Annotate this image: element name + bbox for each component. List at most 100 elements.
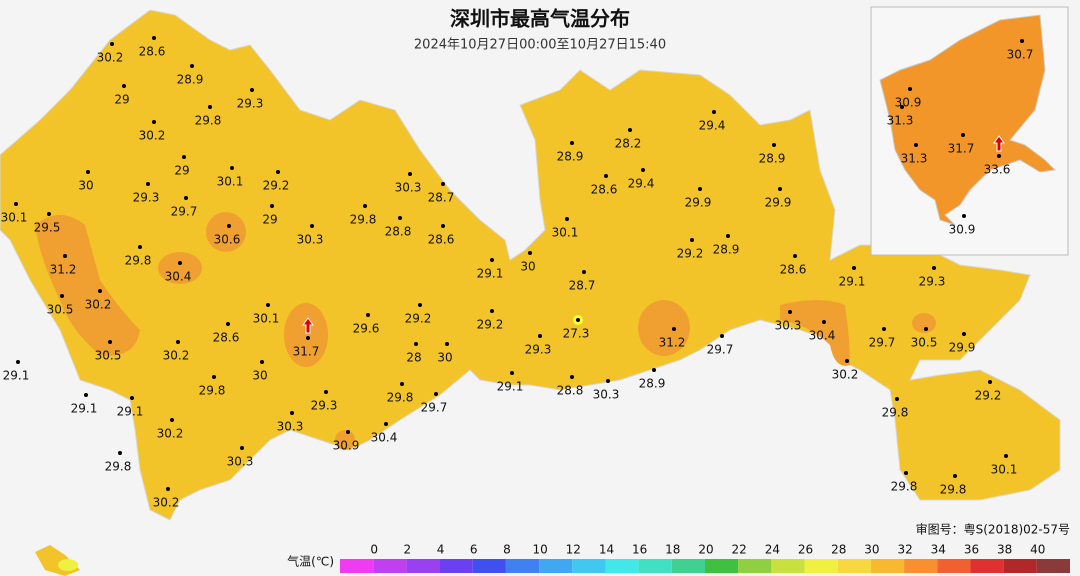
station-dot	[240, 446, 244, 450]
legend-swatch	[638, 559, 672, 573]
station-value: 30	[520, 260, 535, 274]
legend-tick: 4	[437, 543, 445, 557]
station-dot	[712, 110, 716, 114]
station-value: 29.2	[477, 318, 504, 332]
station-value: 29.1	[839, 275, 866, 289]
station-dot	[1004, 454, 1008, 458]
station-value: 28.9	[557, 150, 584, 164]
station-value: 29.9	[765, 196, 792, 210]
station-dot	[178, 261, 182, 265]
legend-swatch	[406, 559, 440, 573]
station-dot	[63, 254, 67, 258]
station-dot	[398, 216, 402, 220]
station-value: 30.5	[47, 303, 74, 317]
station-value: 29.8	[940, 483, 967, 497]
station-value: 28.7	[428, 191, 455, 205]
station-value: 30.3	[227, 455, 254, 469]
station-value: 29.3	[919, 275, 946, 289]
station-value: 29.8	[195, 114, 222, 128]
station-value: 30.1	[253, 312, 280, 326]
station-value: 29.8	[125, 254, 152, 268]
station-dot	[924, 327, 928, 331]
station-value: 30.1	[1, 211, 28, 225]
legend-swatch	[937, 559, 971, 573]
station-dot	[230, 166, 234, 170]
station-value: 29.7	[869, 336, 896, 350]
legend-swatch	[505, 559, 540, 573]
legend-swatch	[605, 559, 639, 573]
station-dot	[698, 187, 702, 191]
station-dot	[822, 320, 826, 324]
station-value: 29.7	[171, 205, 198, 219]
station-dot	[108, 340, 112, 344]
station-dot	[184, 196, 188, 200]
legend-tick: 30	[864, 543, 879, 557]
station-value: 31.3	[901, 152, 928, 166]
station-value: 30.4	[371, 431, 398, 445]
station-dot	[582, 270, 586, 274]
station-value: 30.6	[214, 233, 241, 247]
station-value: 30.2	[832, 368, 859, 382]
station-dot	[270, 204, 274, 208]
station-dot	[932, 266, 936, 270]
station-dot	[672, 327, 676, 331]
station-dot	[882, 327, 886, 331]
station-value: 29.7	[421, 401, 448, 415]
station-dot	[110, 42, 114, 46]
station-dot	[772, 143, 776, 147]
station-value: 28.6	[428, 233, 455, 247]
station-value: 30.9	[895, 96, 922, 110]
station-value: 29.8	[387, 391, 414, 405]
station-value: 28.9	[713, 243, 740, 257]
station-dot	[138, 245, 142, 249]
station-dot	[226, 322, 230, 326]
station-dot	[441, 224, 445, 228]
legend-tick: 28	[831, 543, 846, 557]
station-value: 30	[78, 179, 93, 193]
station-dot	[384, 422, 388, 426]
station-value: 30.2	[157, 427, 184, 441]
station-dot	[528, 251, 532, 255]
legend-swatch	[671, 559, 705, 573]
station-value: 31.2	[659, 336, 686, 350]
station-dot	[86, 170, 90, 174]
station-value: 30.2	[85, 298, 112, 312]
station-value: 29.1	[497, 380, 524, 394]
station-value: 29	[174, 164, 189, 178]
station-value: 29.6	[353, 322, 380, 336]
station-dot	[400, 382, 404, 386]
station-value: 30.2	[139, 129, 166, 143]
station-value: 29.8	[105, 460, 132, 474]
station-dot	[418, 303, 422, 307]
station-dot	[212, 375, 216, 379]
islet-cool	[58, 559, 78, 571]
station-dot-center	[576, 318, 580, 322]
station-value: 28.6	[780, 263, 807, 277]
station-value: 31.7	[948, 142, 975, 156]
station-value: 30.1	[552, 226, 579, 240]
station-value: 30.3	[775, 319, 802, 333]
station-value: 30.3	[395, 181, 422, 195]
station-value: 28.9	[639, 377, 666, 391]
station-value: 29.1	[477, 267, 504, 281]
legend-swatch	[373, 559, 407, 573]
station-dot	[60, 294, 64, 298]
legend-swatch	[837, 559, 871, 573]
legend-swatch	[539, 559, 573, 573]
station-dot	[14, 202, 18, 206]
station-value: 30.2	[163, 349, 190, 363]
station-dot	[604, 174, 608, 178]
station-value: 28.2	[615, 137, 642, 151]
legend-swatch	[1036, 559, 1070, 573]
station-dot	[366, 313, 370, 317]
station-dot	[98, 289, 102, 293]
legend-tick: 26	[798, 543, 813, 557]
station-value: 31.7	[293, 345, 320, 359]
legend-swatch	[705, 559, 739, 573]
station-value: 29.8	[891, 480, 918, 494]
station-dot	[1020, 39, 1024, 43]
station-value: 28.7	[569, 279, 596, 293]
station-value: 30.1	[991, 463, 1018, 477]
station-value: 29.9	[949, 341, 976, 355]
station-value: 33.6	[984, 163, 1011, 177]
